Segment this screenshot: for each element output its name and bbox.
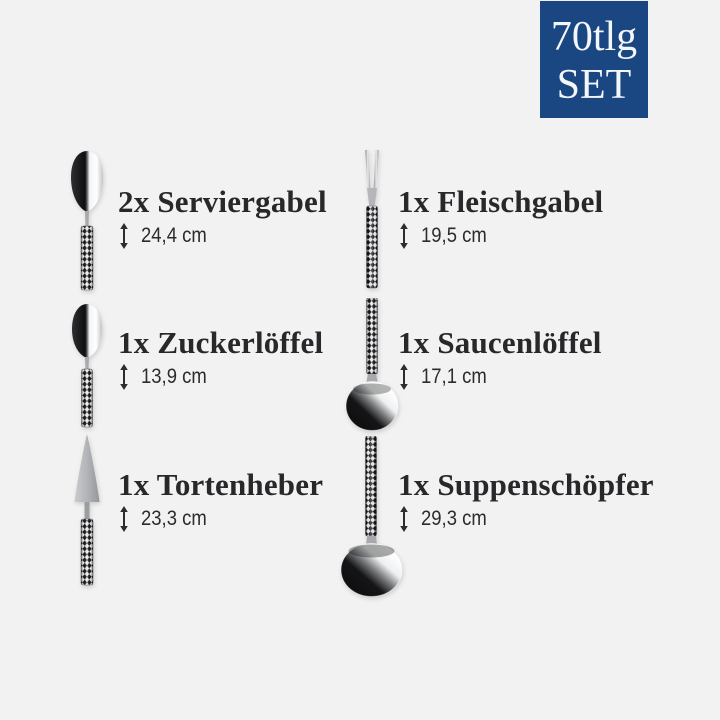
item-measure: 17,1 cm bbox=[398, 363, 602, 391]
item-label: 1x Suppenschöpfer bbox=[398, 467, 654, 502]
item-measure: 29,3 cm bbox=[398, 505, 654, 533]
item-length: 29,3 cm bbox=[421, 507, 487, 530]
item-suppenschoepfer: 1x Suppenschöpfer 29,3 cm bbox=[398, 468, 654, 533]
item-measure: 13,9 cm bbox=[118, 363, 323, 391]
item-measure: 24,4 cm bbox=[118, 222, 327, 250]
height-arrow-icon bbox=[400, 364, 408, 390]
height-arrow-icon bbox=[400, 223, 408, 249]
item-length: 13,9 cm bbox=[141, 365, 207, 388]
item-measure: 23,3 cm bbox=[118, 505, 323, 533]
item-tortenheber: 1x Tortenheber 23,3 cm bbox=[118, 468, 323, 533]
sugar-spoon-icon bbox=[72, 304, 102, 428]
item-label: 1x Tortenheber bbox=[118, 467, 324, 502]
item-label: 1x Fleischgabel bbox=[398, 184, 604, 219]
height-arrow-icon bbox=[400, 506, 408, 532]
item-length: 24,4 cm bbox=[141, 224, 207, 247]
item-fleischgabel: 1x Fleischgabel 19,5 cm bbox=[398, 185, 603, 250]
sauce-ladle-icon bbox=[345, 298, 399, 431]
item-length: 23,3 cm bbox=[141, 507, 207, 530]
item-serviergabel: 2x Serviergabel 24,4 cm bbox=[118, 185, 327, 250]
item-saucenloeffel: 1x Saucenlöffel 17,1 cm bbox=[398, 326, 602, 391]
height-arrow-icon bbox=[120, 223, 128, 249]
serving-fork-icon bbox=[71, 151, 103, 291]
height-arrow-icon bbox=[120, 506, 128, 532]
cake-server-icon bbox=[74, 434, 100, 586]
item-label: 1x Saucenlöffel bbox=[398, 325, 602, 360]
height-arrow-icon bbox=[120, 364, 128, 390]
set-size-badge: 70tlg SET bbox=[540, 1, 648, 118]
item-length: 17,1 cm bbox=[421, 365, 487, 388]
badge-line2: SET bbox=[556, 62, 632, 108]
soup-ladle-icon bbox=[340, 436, 403, 597]
item-length: 19,5 cm bbox=[421, 224, 487, 247]
meat-fork-icon bbox=[365, 150, 379, 289]
item-zuckerloeffel: 1x Zuckerlöffel 13,9 cm bbox=[118, 326, 323, 391]
item-label: 1x Zuckerlöffel bbox=[118, 325, 324, 360]
item-measure: 19,5 cm bbox=[398, 222, 603, 250]
badge-line1: 70tlg bbox=[550, 14, 638, 60]
item-label: 2x Serviergabel bbox=[118, 184, 327, 219]
